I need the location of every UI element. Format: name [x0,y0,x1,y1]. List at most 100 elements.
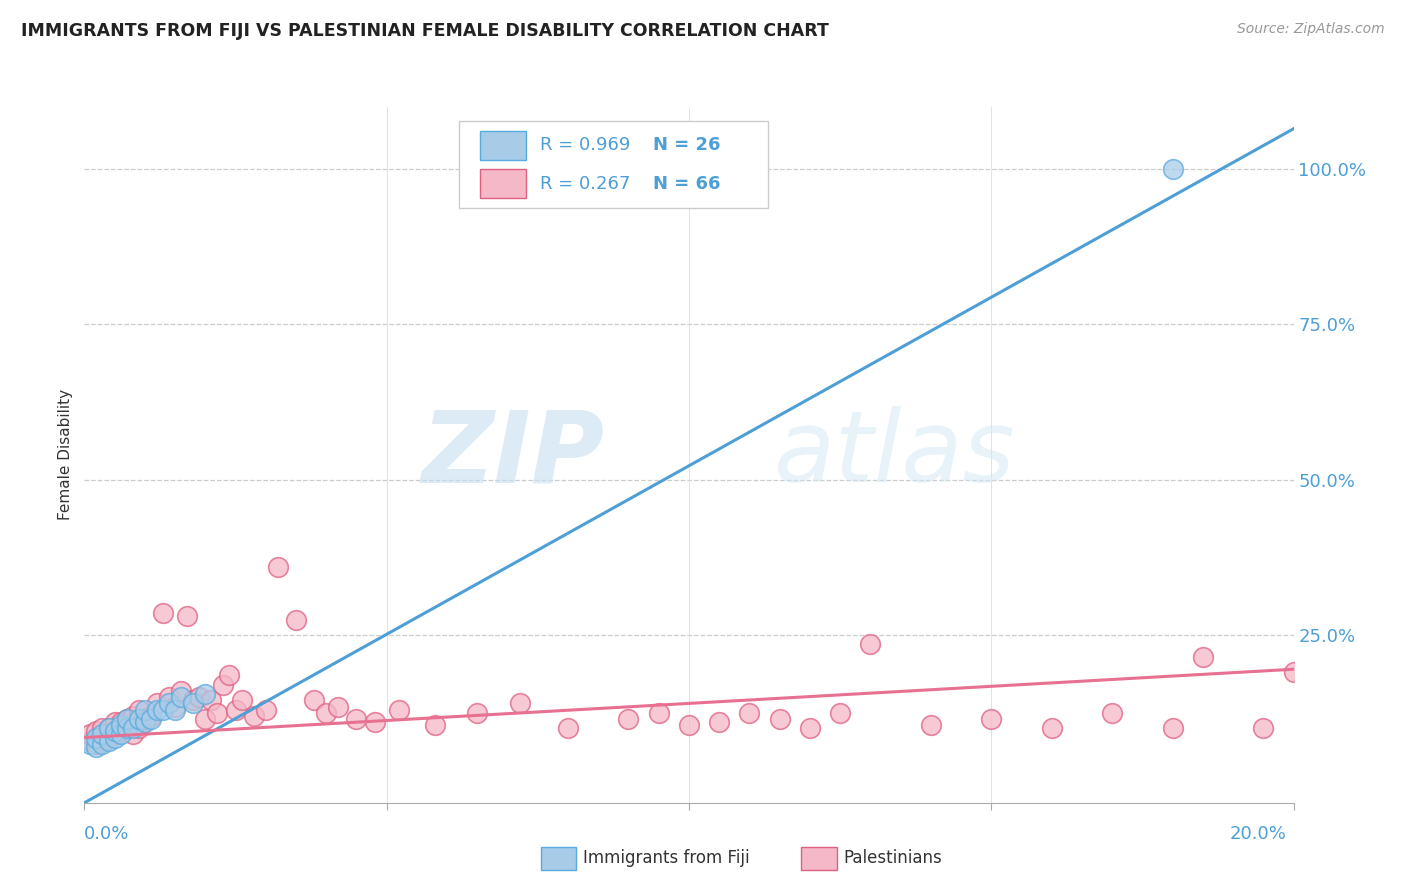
Text: R = 0.267: R = 0.267 [540,175,630,193]
FancyBboxPatch shape [460,121,768,208]
Point [194,712,217,726]
Point [1192,649,1215,664]
Point [152,607,174,621]
Point [128,712,150,726]
Point [86,724,108,739]
FancyBboxPatch shape [479,131,526,160]
Point [388,703,411,717]
Text: Immigrants from Fiji: Immigrants from Fiji [583,849,751,867]
Point [423,718,446,732]
Point [121,727,143,741]
Text: ZIP: ZIP [422,407,605,503]
Point [146,697,169,711]
Point [86,739,108,754]
Point [346,712,368,726]
Point [134,703,156,717]
Text: N = 26: N = 26 [652,136,720,154]
Point [170,684,193,698]
Point [738,706,761,720]
Point [363,714,385,729]
Point [1282,665,1305,680]
Point [115,721,138,735]
Point [181,693,204,707]
Point [134,712,156,726]
Point [194,687,217,701]
Point [91,727,114,741]
Point [617,712,640,726]
Text: Source: ZipAtlas.com: Source: ZipAtlas.com [1237,22,1385,37]
Text: 20.0%: 20.0% [1230,825,1286,843]
Point [557,721,579,735]
Point [97,733,120,747]
Point [1161,162,1184,177]
Point [110,727,132,741]
Point [302,693,325,707]
Point [212,678,235,692]
Point [104,727,127,741]
Point [648,706,671,720]
Point [91,737,114,751]
Point [104,731,127,745]
Point [678,718,700,732]
Point [859,637,882,651]
Point [139,712,162,726]
Point [121,721,143,735]
Text: R = 0.969: R = 0.969 [540,136,630,154]
Point [1253,721,1275,735]
Point [242,708,264,723]
Point [86,737,108,751]
Point [254,703,277,717]
Point [79,737,101,751]
Point [157,690,180,705]
Point [110,718,132,732]
Point [315,706,337,720]
Point [920,718,942,732]
Point [139,708,162,723]
Point [157,697,180,711]
Point [509,697,531,711]
Point [200,693,222,707]
Point [86,731,108,745]
FancyBboxPatch shape [479,169,526,198]
Point [980,712,1002,726]
Point [104,714,127,729]
Point [709,714,731,729]
Point [1101,706,1123,720]
Text: 0.0%: 0.0% [84,825,129,843]
Point [104,724,127,739]
Point [79,733,101,747]
Point [110,714,132,729]
Point [97,721,120,735]
Point [225,703,247,717]
Y-axis label: Female Disability: Female Disability [58,389,73,521]
Point [181,697,204,711]
Point [165,699,187,714]
Point [121,708,143,723]
Point [79,727,101,741]
Point [207,706,229,720]
Point [188,690,211,705]
Point [799,721,821,735]
Point [152,703,174,717]
Point [1040,721,1063,735]
Point [231,693,253,707]
Point [267,559,290,574]
Point [165,703,187,717]
Point [1161,721,1184,735]
Point [110,724,132,739]
Point [134,714,156,729]
Point [115,712,138,726]
Point [128,703,150,717]
Text: N = 66: N = 66 [652,175,720,193]
Point [115,712,138,726]
Point [328,699,350,714]
Point [830,706,852,720]
Text: IMMIGRANTS FROM FIJI VS PALESTINIAN FEMALE DISABILITY CORRELATION CHART: IMMIGRANTS FROM FIJI VS PALESTINIAN FEMA… [21,22,830,40]
Point [285,613,308,627]
Text: atlas: atlas [773,407,1015,503]
Point [146,703,169,717]
Point [115,721,138,735]
Point [769,712,792,726]
Text: Palestinians: Palestinians [844,849,942,867]
Point [128,721,150,735]
